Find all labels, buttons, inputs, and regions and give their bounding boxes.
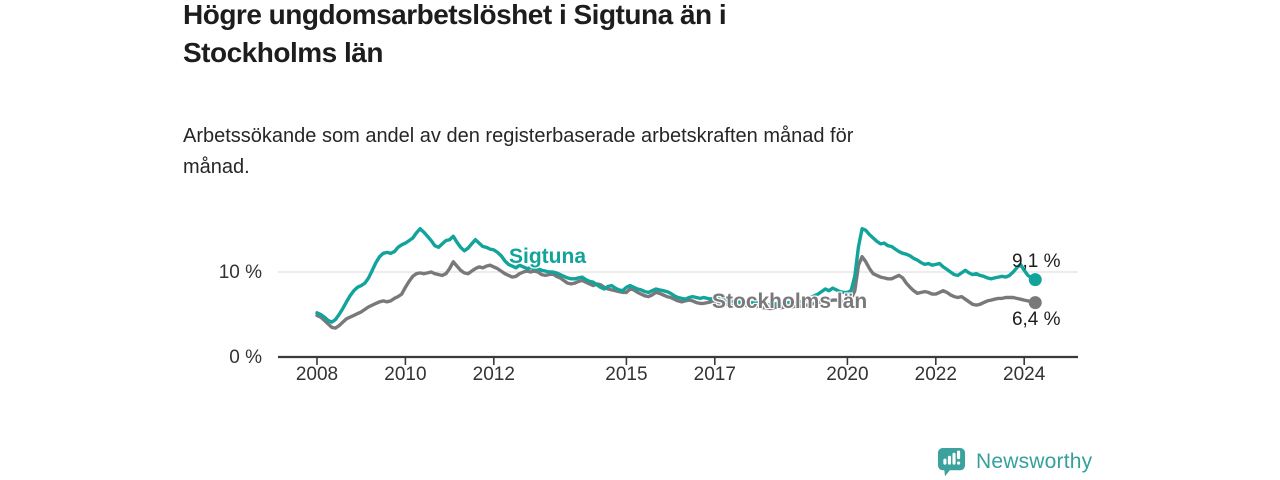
x-tick-label-2010: 2010 [384,364,427,385]
x-tick-label-2015: 2015 [605,364,648,385]
x-tick-label-2012: 2012 [472,364,515,385]
end-value-label-sigtuna: 9,1 % [1011,250,1061,272]
line-stockholms-l-n [315,255,1038,330]
y-tick-label-10pct: 10 % [218,262,262,283]
series-label-sigtuna: Sigtuna [509,245,586,268]
newsworthy-logo: Newsworthy [936,446,1092,478]
end-value-label-stockholms-lan: 6,4 % [1011,308,1061,330]
x-tick-label-2024: 2024 [1003,364,1046,385]
x-tick-label-2022: 2022 [914,364,957,385]
bar-chart-speech-bubble-icon [937,447,966,477]
x-tick-label-2020: 2020 [826,364,869,385]
y-tick-label-0pct: 0 % [229,347,262,368]
chart-title: Högre ungdomsarbetslöshet i Sigtuna än i… [183,0,727,68]
x-tick-label-2008: 2008 [295,364,339,385]
end-dot-sigtuna [1028,273,1042,287]
chart-subtitle: Arbetssökande som andel av den registerb… [183,125,854,178]
series-label-stockholms-lan: Stockholms län [712,290,868,313]
x-tick-label-2017: 2017 [693,364,736,385]
line-sigtuna [315,226,1038,324]
end-dot-stockholms-l-n [1028,296,1042,310]
newsworthy-logo-text: Newsworthy [976,450,1093,473]
